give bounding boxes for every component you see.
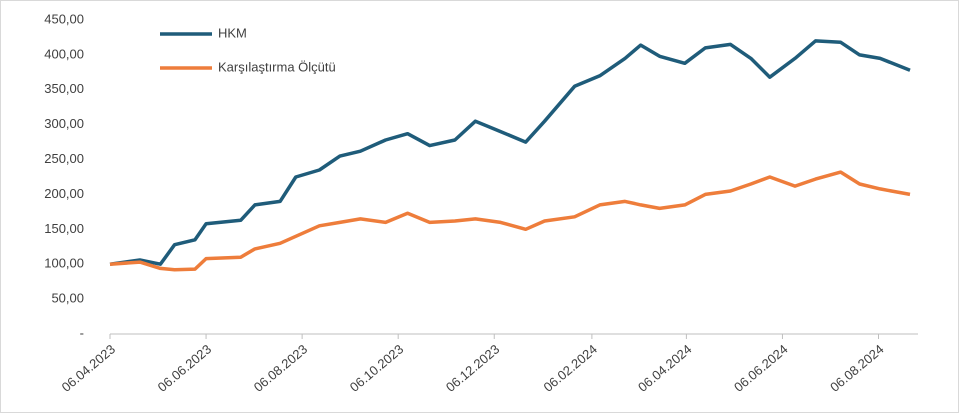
- series-line: [109, 170, 911, 272]
- y-tick-label: 200,00: [44, 186, 84, 201]
- y-tick-label: 100,00: [44, 256, 84, 271]
- legend-label: HKM: [218, 25, 247, 40]
- y-tick-label: -: [80, 325, 84, 340]
- y-tick-label: 150,00: [44, 221, 84, 236]
- legend-label: Karşılaştırma Ölçütü: [218, 59, 336, 74]
- y-tick-label: 250,00: [44, 151, 84, 166]
- y-tick-label: 300,00: [44, 116, 84, 131]
- series-line: [109, 39, 911, 266]
- y-tick-label: 450,00: [44, 11, 84, 26]
- y-tick-label: 400,00: [44, 46, 84, 61]
- y-tick-label: 50,00: [51, 291, 84, 306]
- y-tick-label: 350,00: [44, 81, 84, 96]
